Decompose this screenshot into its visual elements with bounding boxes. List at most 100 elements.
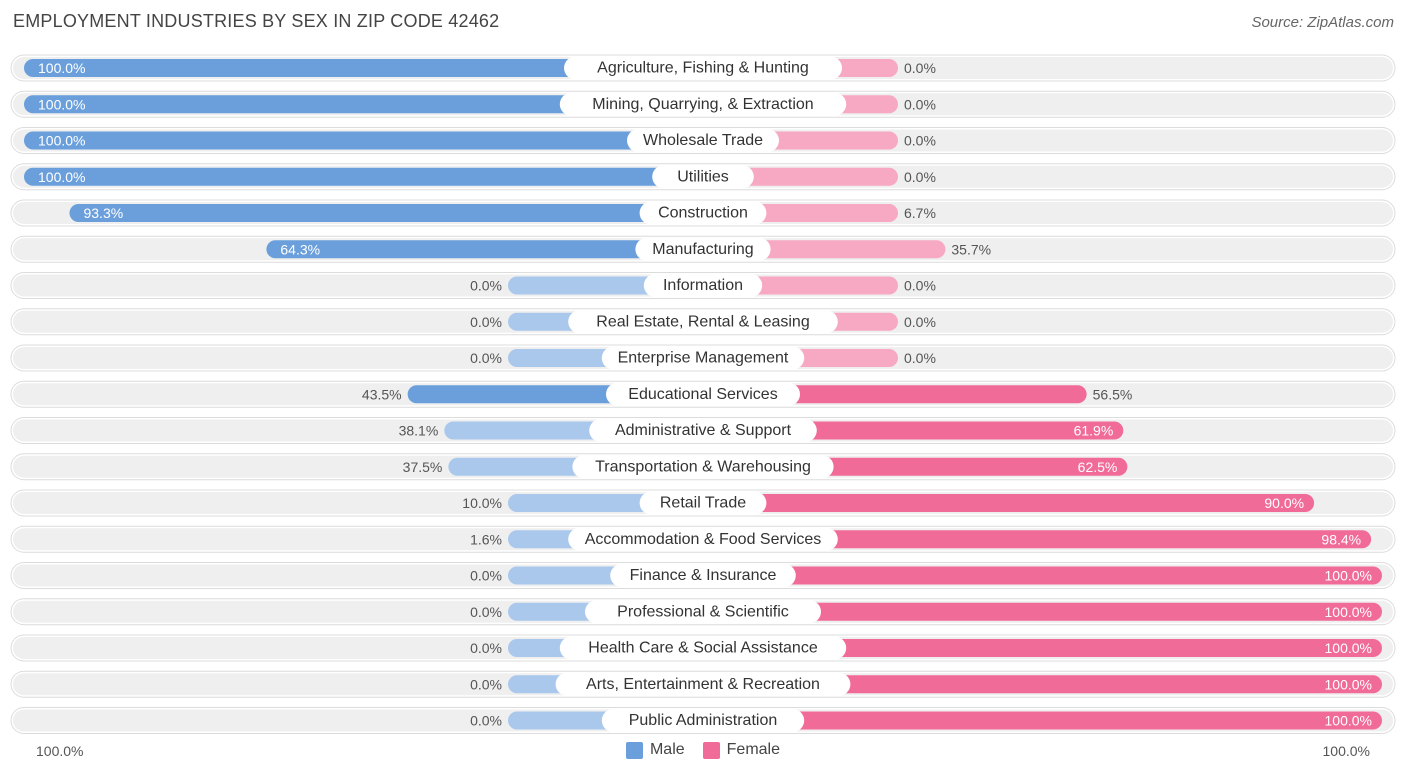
value-label-female: 35.7% [951, 241, 991, 257]
value-label-male: 0.0% [470, 713, 502, 729]
category-label: Agriculture, Fishing & Hunting [597, 60, 809, 77]
value-label-male: 100.0% [38, 133, 85, 149]
category-label: Mining, Quarrying, & Extraction [592, 96, 813, 113]
value-label-male: 93.3% [83, 205, 123, 221]
category-label: Wholesale Trade [643, 132, 763, 149]
legend-swatch-female [702, 741, 720, 759]
value-label-female: 62.5% [1078, 459, 1118, 475]
category-label-pill [627, 129, 779, 152]
category-label: Public Administration [629, 712, 778, 729]
category-label: Transportation & Warehousing [595, 458, 811, 475]
value-label-male: 37.5% [403, 459, 443, 475]
value-label-female: 0.0% [904, 60, 936, 76]
bar-male [24, 59, 703, 77]
category-label: Educational Services [628, 386, 777, 403]
category-label: Retail Trade [660, 495, 746, 512]
value-label-male: 0.0% [470, 604, 502, 620]
value-label-female: 0.0% [904, 96, 936, 112]
bar-male [24, 131, 703, 150]
bar-female [703, 566, 1382, 585]
category-label-pill [610, 564, 796, 587]
bar-female [703, 602, 1382, 621]
category-label-pill [555, 672, 851, 696]
category-label-pill [568, 527, 838, 551]
category-label-pill [601, 709, 805, 732]
bar-male [24, 95, 703, 114]
category-label-pill [601, 346, 805, 370]
bar-male [24, 167, 703, 186]
value-label-female: 100.0% [1325, 604, 1372, 620]
bar-female [703, 494, 1315, 512]
category-label-pill [606, 382, 800, 406]
category-label-pill [652, 165, 754, 189]
value-label-female: 6.7% [904, 205, 936, 221]
chart-title: EMPLOYMENT INDUSTRIES BY SEX IN ZIP CODE… [13, 11, 500, 31]
category-label-pill [639, 491, 767, 515]
value-label-male: 100.0% [38, 169, 85, 185]
value-label-male: 0.0% [470, 676, 502, 692]
bar-female [703, 711, 1382, 730]
category-label-pill [568, 310, 838, 334]
value-label-male: 43.5% [362, 386, 402, 402]
category-label: Real Estate, Rental & Leasing [596, 313, 809, 330]
legend-swatch-male [625, 741, 643, 759]
value-label-female: 0.0% [904, 169, 936, 185]
value-label-female: 90.0% [1264, 495, 1304, 511]
legend-label-male: Male [649, 741, 685, 758]
value-label-male: 0.0% [470, 350, 502, 366]
value-label-female: 100.0% [1325, 676, 1372, 692]
value-label-male: 10.0% [462, 495, 502, 511]
legend-item-male[interactable]: Male [625, 741, 685, 759]
category-label: Utilities [677, 168, 729, 185]
value-label-female: 0.0% [904, 350, 936, 366]
category-label: Professional & Scientific [617, 603, 789, 620]
value-label-male: 0.0% [470, 278, 502, 294]
category-label-pill [572, 455, 834, 479]
value-label-female: 100.0% [1325, 713, 1372, 729]
category-label: Enterprise Management [618, 350, 789, 367]
bar-female [703, 675, 1382, 694]
category-label-pill [564, 56, 842, 80]
category-label: Construction [658, 205, 748, 222]
value-label-male: 1.6% [470, 531, 502, 547]
axis-label-left: 100.0% [36, 743, 84, 759]
value-label-male: 0.0% [470, 640, 502, 656]
category-label-pill [643, 274, 763, 297]
value-label-male: 100.0% [38, 60, 85, 76]
value-label-female: 0.0% [904, 133, 936, 149]
category-label-pill [559, 636, 847, 660]
value-label-female: 100.0% [1325, 568, 1372, 584]
bar-female [703, 530, 1372, 549]
value-label-female: 98.4% [1321, 531, 1361, 547]
category-label: Manufacturing [652, 241, 753, 258]
value-label-female: 56.5% [1093, 386, 1133, 402]
category-label: Accommodation & Food Services [585, 531, 822, 548]
category-label: Finance & Insurance [630, 567, 777, 584]
bar-male [266, 240, 703, 259]
category-label-pill [585, 600, 821, 624]
category-label-pill [639, 201, 767, 225]
category-label-pill [589, 419, 817, 442]
bar-female [703, 639, 1382, 657]
value-label-male: 38.1% [399, 423, 439, 439]
legend-label-female: Female [726, 741, 781, 758]
category-label: Health Care & Social Assistance [588, 640, 818, 657]
legend: Male Female [0, 741, 1406, 759]
bar-male [69, 204, 704, 222]
category-label-pill [635, 237, 771, 261]
value-label-female: 61.9% [1074, 423, 1114, 439]
legend-item-female[interactable]: Female [702, 741, 781, 759]
category-label-pill [559, 92, 847, 116]
value-label-male: 100.0% [38, 96, 85, 112]
value-label-female: 100.0% [1325, 640, 1372, 656]
value-label-male: 0.0% [470, 568, 502, 584]
source-attribution: Source: ZipAtlas.com [1251, 14, 1394, 31]
value-label-male: 64.3% [280, 241, 320, 257]
value-label-male: 0.0% [470, 314, 502, 330]
category-label: Arts, Entertainment & Recreation [586, 676, 820, 693]
value-label-female: 0.0% [904, 314, 936, 330]
value-label-female: 0.0% [904, 278, 936, 294]
category-label: Administrative & Support [615, 422, 792, 439]
category-label: Information [663, 277, 743, 294]
